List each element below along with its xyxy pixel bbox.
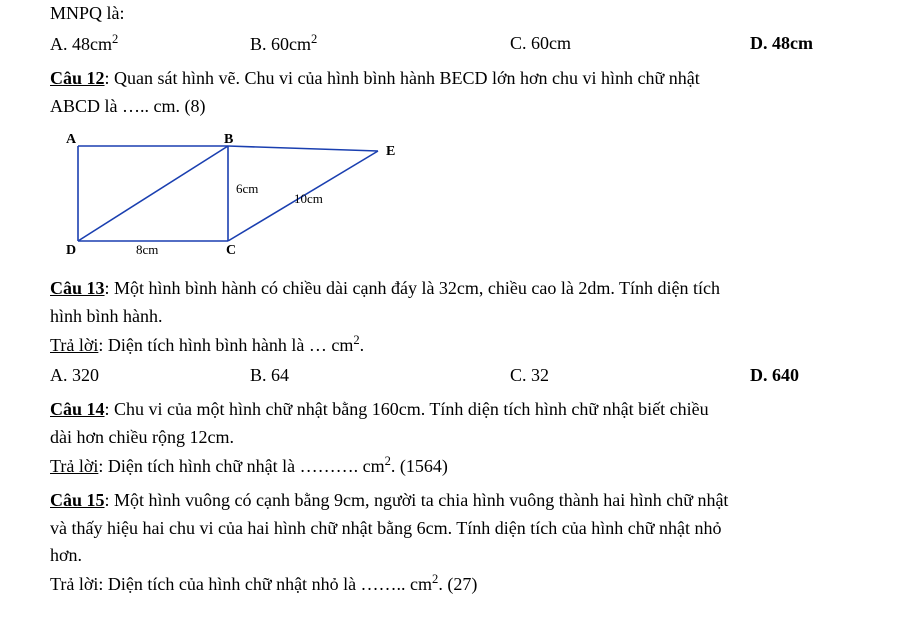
q12-line2: ABCD là ….. cm. (8) — [50, 93, 865, 121]
q12-diagram: A B E D C 8cm 6cm 10cm — [58, 131, 865, 270]
sup: 2 — [311, 32, 317, 46]
q14-answer-label: Trả lời — [50, 456, 98, 476]
q13-answer-label: Trả lời — [50, 335, 98, 355]
q13-answer: Trả lời: Diện tích hình bình hành là … c… — [50, 331, 865, 360]
sup: 2 — [112, 32, 118, 46]
q14-tail: . (1564) — [391, 456, 448, 476]
q13-text1: : Một hình bình hành có chiều dài cạnh đ… — [105, 278, 721, 298]
q13-opt-d: D. 640 — [750, 362, 799, 390]
q15-text1: : Một hình vuông có cạnh bằng 9cm, người… — [105, 490, 729, 510]
q15-tail: . (27) — [438, 574, 477, 594]
svg-text:6cm: 6cm — [236, 181, 258, 196]
q14-label: Câu 14 — [50, 399, 105, 419]
q15-line1: Câu 15: Một hình vuông có cạnh bằng 9cm,… — [50, 487, 865, 515]
q15-label: Câu 15 — [50, 490, 105, 510]
q13-period: . — [360, 335, 365, 355]
q13-opt-a: A. 320 — [50, 362, 250, 390]
q15-answer: Trả lời: Diện tích của hình chữ nhật nhỏ… — [50, 570, 865, 599]
q12-svg: A B E D C 8cm 6cm 10cm — [58, 131, 408, 261]
q15-line2: và thấy hiệu hai chu vi của hai hình chữ… — [50, 515, 865, 543]
q11-opt-a: A. 48cm2 — [50, 30, 250, 59]
svg-text:8cm: 8cm — [136, 242, 158, 257]
svg-text:B: B — [224, 132, 233, 147]
svg-text:10cm: 10cm — [294, 191, 323, 206]
svg-text:D: D — [66, 243, 76, 258]
q12-text1: : Quan sát hình vẽ. Chu vi của hình bình… — [105, 68, 700, 88]
q11-options: A. 48cm2 B. 60cm2 C. 60cm D. 48cm — [50, 30, 865, 59]
q14-text1: : Chu vi của một hình chữ nhật bằng 160c… — [105, 399, 709, 419]
q15-line3: hơn. — [50, 542, 865, 570]
q13-opt-c: C. 32 — [510, 362, 750, 390]
q13-label: Câu 13 — [50, 278, 105, 298]
q11-stem-tail: MNPQ là: — [50, 0, 865, 28]
svg-text:C: C — [226, 243, 236, 258]
q14-line1: Câu 14: Chu vi của một hình chữ nhật bằn… — [50, 396, 865, 424]
q13-answer-text: : Diện tích hình bình hành là … cm — [98, 335, 353, 355]
svg-text:A: A — [66, 132, 77, 147]
q13-options: A. 320 B. 64 C. 32 D. 640 — [50, 362, 865, 390]
q11-opt-a-text: A. 48cm — [50, 34, 112, 54]
q11-opt-b: B. 60cm2 — [250, 30, 510, 59]
q12-line1: Câu 12: Quan sát hình vẽ. Chu vi của hìn… — [50, 65, 865, 93]
q14-line2: dài hơn chiều rộng 12cm. — [50, 424, 865, 452]
q12-label: Câu 12 — [50, 68, 105, 88]
q15-answer-text: Trả lời: Diện tích của hình chữ nhật nhỏ… — [50, 574, 432, 594]
svg-text:E: E — [386, 144, 395, 159]
q13-opt-b: B. 64 — [250, 362, 510, 390]
q14-answer-text: : Diện tích hình chữ nhật là ………. cm — [98, 456, 384, 476]
q11-opt-b-text: B. 60cm — [250, 34, 311, 54]
q13-line1: Câu 13: Một hình bình hành có chiều dài … — [50, 275, 865, 303]
q11-opt-c: C. 60cm — [510, 30, 750, 59]
q14-answer: Trả lời: Diện tích hình chữ nhật là ……….… — [50, 452, 865, 481]
q11-opt-d: D. 48cm — [750, 30, 813, 59]
q13-line2: hình bình hành. — [50, 303, 865, 331]
